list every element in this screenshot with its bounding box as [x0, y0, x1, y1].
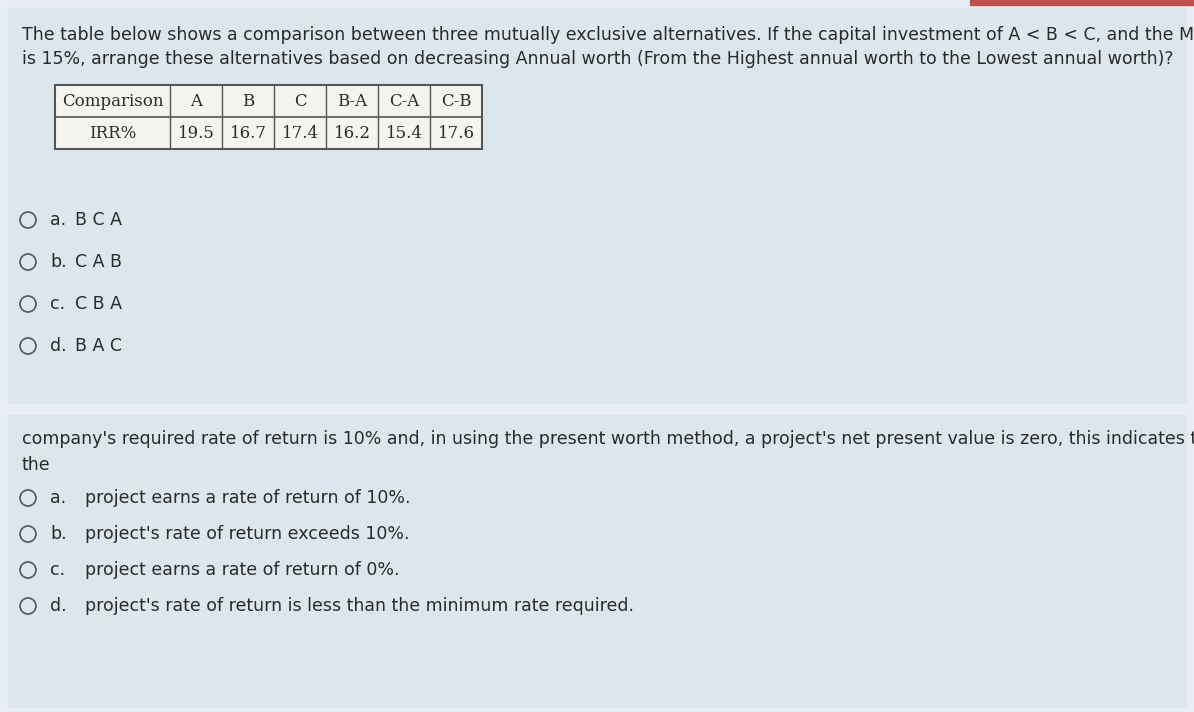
- Bar: [8, 415, 1186, 707]
- Bar: [55, 85, 482, 149]
- Circle shape: [20, 296, 36, 312]
- Circle shape: [20, 490, 36, 506]
- Circle shape: [20, 526, 36, 542]
- Text: a.: a.: [50, 489, 66, 507]
- Text: C-A: C-A: [389, 93, 419, 110]
- Text: company's required rate of return is 10% and, in using the present worth method,: company's required rate of return is 10%…: [21, 430, 1194, 448]
- Circle shape: [20, 338, 36, 354]
- Circle shape: [20, 562, 36, 578]
- Circle shape: [20, 598, 36, 614]
- Text: project earns a rate of return of 10%.: project earns a rate of return of 10%.: [85, 489, 411, 507]
- Text: d.: d.: [50, 337, 67, 355]
- Text: The table below shows a comparison between three mutually exclusive alternatives: The table below shows a comparison betwe…: [21, 26, 1194, 44]
- Circle shape: [20, 254, 36, 270]
- Text: b.: b.: [50, 525, 67, 543]
- Text: c.: c.: [50, 295, 66, 313]
- Text: B A C: B A C: [75, 337, 122, 355]
- Text: B C A: B C A: [75, 211, 122, 229]
- Text: 19.5: 19.5: [178, 125, 215, 142]
- Text: b.: b.: [50, 253, 67, 271]
- Text: 15.4: 15.4: [386, 125, 423, 142]
- Text: 17.4: 17.4: [282, 125, 319, 142]
- Text: is 15%, arrange these alternatives based on decreasing Annual worth (From the Hi: is 15%, arrange these alternatives based…: [21, 50, 1174, 68]
- Circle shape: [20, 212, 36, 228]
- Text: IRR%: IRR%: [88, 125, 136, 142]
- Text: C-B: C-B: [441, 93, 472, 110]
- Text: C A B: C A B: [75, 253, 122, 271]
- Text: B-A: B-A: [337, 93, 367, 110]
- Text: project earns a rate of return of 0%.: project earns a rate of return of 0%.: [85, 561, 400, 579]
- Text: 16.7: 16.7: [229, 125, 266, 142]
- Text: a.: a.: [50, 211, 66, 229]
- Text: C: C: [294, 93, 307, 110]
- Text: A: A: [190, 93, 202, 110]
- Text: B: B: [242, 93, 254, 110]
- Bar: [970, 0, 1194, 5]
- Bar: [8, 8, 1186, 403]
- Bar: [55, 85, 482, 149]
- Text: 17.6: 17.6: [437, 125, 474, 142]
- Text: the: the: [21, 456, 50, 474]
- Text: project's rate of return exceeds 10%.: project's rate of return exceeds 10%.: [85, 525, 410, 543]
- Text: Comparison: Comparison: [62, 93, 164, 110]
- Text: 16.2: 16.2: [333, 125, 370, 142]
- Text: d.: d.: [50, 597, 67, 615]
- Text: c.: c.: [50, 561, 66, 579]
- Text: project's rate of return is less than the minimum rate required.: project's rate of return is less than th…: [85, 597, 634, 615]
- Text: C B A: C B A: [75, 295, 122, 313]
